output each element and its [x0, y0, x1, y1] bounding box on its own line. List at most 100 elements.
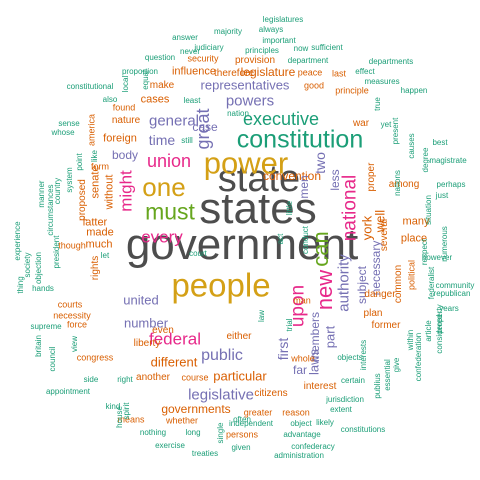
- word-time: time: [148, 132, 176, 148]
- word-extent: extent: [330, 405, 352, 414]
- word-constitutions: constitutions: [340, 425, 386, 434]
- word-nature: nature: [111, 115, 141, 126]
- word-important: important: [262, 36, 296, 45]
- word-must: must: [145, 198, 195, 225]
- word-council: council: [48, 346, 57, 372]
- word-jurisdiction: jurisdiction: [326, 395, 364, 404]
- word-proper: proper: [366, 162, 377, 192]
- word-system: system: [65, 167, 74, 193]
- word-local: local: [121, 75, 130, 93]
- word-trial: trial: [285, 318, 294, 332]
- word-advantage: advantage: [283, 430, 321, 439]
- word-considered: considered: [435, 314, 444, 354]
- word-public: public: [201, 347, 243, 364]
- word-less: less: [328, 169, 342, 191]
- word-confederacy: confederacy: [291, 442, 335, 451]
- word-last: last: [331, 68, 347, 79]
- word-likely: likely: [316, 418, 334, 427]
- word-might: might: [116, 170, 136, 212]
- word-number: number: [123, 315, 169, 331]
- word-whole: whole: [291, 353, 315, 364]
- word-department: department: [287, 56, 329, 65]
- word-national: national: [339, 174, 361, 242]
- word-reason: reason: [282, 407, 310, 418]
- word-court: court: [189, 249, 207, 258]
- word-yet: yet: [380, 120, 392, 129]
- word-much: much: [85, 238, 113, 251]
- word-convention: convention: [262, 169, 322, 183]
- word-country: country: [53, 177, 62, 205]
- word-republican: republican: [433, 289, 471, 298]
- word-judiciary: judiciary: [194, 43, 224, 52]
- word-president: president: [52, 235, 61, 269]
- word-cases: cases: [140, 93, 170, 106]
- word-union: union: [146, 151, 192, 171]
- word-numerous: numerous: [440, 226, 449, 262]
- word-magistrate: magistrate: [429, 156, 467, 165]
- word-one: one: [142, 172, 186, 202]
- word-form: form: [91, 161, 109, 172]
- word-influence: influence: [171, 65, 217, 78]
- word-means: means: [117, 414, 145, 425]
- word-effect: effect: [355, 67, 375, 76]
- word-nothing: nothing: [139, 428, 167, 437]
- word-state: state: [217, 158, 301, 200]
- word-legislature: legislature: [240, 65, 296, 79]
- word-manner: manner: [37, 180, 46, 208]
- word-years: years: [439, 304, 459, 313]
- word-thing: thing: [16, 276, 25, 294]
- word-united: united: [123, 292, 159, 308]
- word-federal: federal: [149, 329, 201, 349]
- word-perhaps: perhaps: [436, 180, 466, 189]
- word-single: single: [216, 422, 225, 444]
- word-degree: degree: [421, 147, 430, 173]
- word-principle: principle: [335, 85, 369, 96]
- word-like: like: [90, 149, 99, 163]
- word-representatives: representatives: [200, 77, 290, 93]
- word-sufficient: sufficient: [311, 43, 343, 52]
- word-states: states: [199, 184, 317, 233]
- word-man: man: [293, 295, 311, 306]
- word-executive: executive: [242, 109, 320, 129]
- word-just: just: [435, 191, 449, 200]
- word-make: make: [149, 80, 175, 91]
- word-latter: latter: [82, 216, 108, 229]
- word-spirit: spirit: [122, 402, 131, 420]
- word-legislative: legislative: [188, 386, 254, 404]
- word-congress: congress: [76, 352, 114, 363]
- word-governments: governments: [161, 402, 231, 416]
- word-every: every: [141, 227, 183, 247]
- word-therefore: therefore: [213, 68, 255, 79]
- word-article: article: [424, 320, 433, 342]
- word-situation: situation: [424, 195, 433, 225]
- word-principles: principles: [245, 46, 279, 55]
- word-interests: interests: [359, 339, 368, 371]
- word-never: never: [179, 47, 201, 56]
- word-america: america: [86, 113, 97, 147]
- word-objection: objection: [34, 251, 43, 285]
- word-common: common: [393, 264, 404, 304]
- word-new: new: [312, 269, 337, 311]
- word-nations: nations: [393, 170, 402, 196]
- word-sense: sense: [58, 119, 80, 128]
- word-true: true: [373, 97, 382, 111]
- word-least: least: [183, 96, 201, 105]
- word-particular: particular: [213, 368, 267, 384]
- word-often: often: [233, 415, 251, 424]
- word-society: society: [23, 252, 32, 278]
- word-objects: objects: [337, 353, 363, 362]
- word-war: war: [352, 118, 370, 129]
- word-peace: peace: [297, 67, 323, 78]
- word-place: place: [400, 232, 428, 245]
- word-object: object: [290, 419, 312, 428]
- word-given: given: [231, 443, 251, 452]
- word-still: still: [181, 136, 193, 145]
- word-interest: interest: [303, 381, 337, 392]
- word-can: can: [308, 231, 333, 267]
- word-administration: administration: [274, 451, 324, 460]
- word-point: point: [75, 153, 84, 171]
- word-body: body: [111, 148, 139, 162]
- word-view: view: [70, 335, 79, 353]
- word-many: many: [402, 215, 430, 228]
